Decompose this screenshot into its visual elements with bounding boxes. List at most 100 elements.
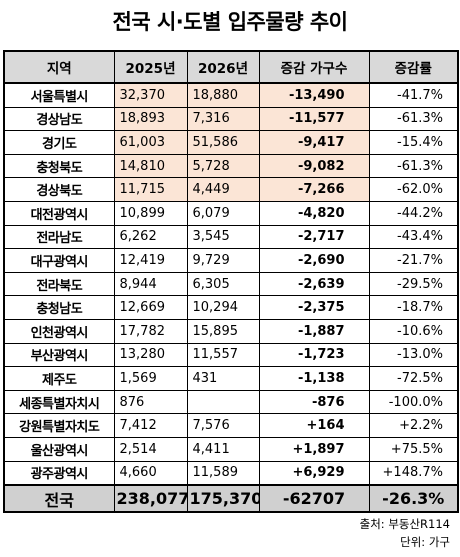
- table-cell: 876: [113, 389, 188, 415]
- header-row: 지역 2025년 2026년 증감 가구수 증감률: [3, 50, 459, 84]
- header-cell: 지역: [3, 50, 115, 84]
- table-row: 서울특별시 32,370 18,880 -13,490 -41.7%: [3, 82, 459, 108]
- table-cell: +75.5%: [368, 436, 459, 462]
- table-cell: -61.3%: [368, 153, 459, 179]
- table-cell: 12,419: [113, 248, 188, 273]
- table-cell: -7,266: [258, 177, 370, 202]
- table-cell: 18,893: [113, 106, 188, 132]
- table-cell: -62.0%: [368, 177, 459, 202]
- table-row: 울산광역시 2,514 4,411 +1,897 +75.5%: [3, 436, 459, 462]
- table-cell: 경상북도: [3, 177, 115, 202]
- table-cell: -18.7%: [368, 295, 459, 320]
- table-row: 경상남도 18,893 7,316 -11,577 -61.3%: [3, 106, 459, 132]
- total-cell: -62707: [258, 484, 370, 513]
- table-cell: -876: [258, 389, 370, 415]
- table-cell: 전라남도: [3, 224, 115, 250]
- table-cell: 32,370: [113, 82, 188, 108]
- table-cell: 6,262: [113, 224, 188, 250]
- table-cell: 부산광역시: [3, 342, 115, 368]
- table-cell: 충청남도: [3, 295, 115, 320]
- table-cell: 6,079: [186, 200, 260, 226]
- table-cell: +2.2%: [368, 413, 459, 438]
- table-footer: 전국 238,077 175,370 -62707 -26.3%: [3, 484, 459, 513]
- table-cell: 14,810: [113, 153, 188, 179]
- table-row: 인천광역시 17,782 15,895 -1,887 -10.6%: [3, 318, 459, 344]
- table-cell: 1,569: [113, 366, 188, 391]
- table-cell: 5,728: [186, 153, 260, 179]
- table-cell: 경상남도: [3, 106, 115, 132]
- table-cell: 10,294: [186, 295, 260, 320]
- table: 지역 2025년 2026년 증감 가구수 증감률 서울특별시 32,370 18,880-…: [3, 50, 459, 514]
- table-cell: 11,715: [113, 177, 188, 202]
- table-cell: +164: [258, 413, 370, 438]
- table-cell: -2,690: [258, 248, 370, 273]
- header-cell: 증감 가구수: [258, 50, 370, 84]
- table-cell: 대구광역시: [3, 248, 115, 273]
- table-cell: 9,729: [186, 248, 260, 273]
- table-cell: 8,944: [113, 271, 188, 297]
- table-cell: 서울특별시: [3, 82, 115, 108]
- table-row: 전라북도 8,944 6,305 -2,639 -29.5%: [3, 271, 459, 297]
- table-cell: 61,003: [113, 130, 188, 155]
- table-cell: -4,820: [258, 200, 370, 226]
- table-row: 대전광역시 10,899 6,079 -4,820 -44.2%: [3, 200, 459, 226]
- table-cell: 인천광역시: [3, 318, 115, 344]
- table-cell: -13,490: [258, 82, 370, 108]
- table-cell: 17,782: [113, 318, 188, 344]
- table-cell: 18,880: [186, 82, 260, 108]
- total-cell: 175,370: [186, 484, 260, 513]
- table-row: 부산광역시 13,280 11,557 -1,723 -13.0%: [3, 342, 459, 368]
- table-cell: -43.4%: [368, 224, 459, 250]
- table-cell: +148.7%: [368, 460, 459, 486]
- total-cell: 238,077: [113, 484, 188, 513]
- unit-note: 단위: 가구: [400, 535, 450, 549]
- table-cell: 세종특별자치시: [3, 389, 115, 415]
- table-row: 경기도 61,003 51,586 -9,417 -15.4%: [3, 130, 459, 155]
- table-cell: -29.5%: [368, 271, 459, 297]
- table-cell: 울산광역시: [3, 436, 115, 462]
- table-cell: 광주광역시: [3, 460, 115, 486]
- table-cell: 경기도: [3, 130, 115, 155]
- table-cell: +6,929: [258, 460, 370, 486]
- table-cell: -1,723: [258, 342, 370, 368]
- total-cell: 전국: [3, 484, 115, 513]
- total-row: 전국 238,077 175,370 -62707 -26.3%: [3, 484, 459, 513]
- table-cell: -10.6%: [368, 318, 459, 344]
- table-row: 광주광역시 4,660 11,589 +6,929 +148.7%: [3, 460, 459, 486]
- table-cell: 431: [186, 366, 260, 391]
- table-cell: -13.0%: [368, 342, 459, 368]
- header-cell: 2025년: [113, 50, 188, 84]
- table-cell: -61.3%: [368, 106, 459, 132]
- table-cell: -2,717: [258, 224, 370, 250]
- table-row: 전라남도 6,262 3,545 -2,717 -43.4%: [3, 224, 459, 250]
- table-cell: -15.4%: [368, 130, 459, 155]
- table-row: 제주도 1,569 431 -1,138 -72.5%: [3, 366, 459, 391]
- total-cell: -26.3%: [368, 484, 459, 513]
- table-cell: 4,449: [186, 177, 260, 202]
- table-cell: 강원특별자치도: [3, 413, 115, 438]
- table-cell: 제주도: [3, 366, 115, 391]
- table-cell: 51,586: [186, 130, 260, 155]
- table-cell: +1,897: [258, 436, 370, 462]
- table-cell: 12,669: [113, 295, 188, 320]
- table-cell: 7,412: [113, 413, 188, 438]
- table-cell: -1,138: [258, 366, 370, 391]
- table-cell: [186, 389, 260, 415]
- table-row: 대구광역시 12,419 9,729 -2,690 -21.7%: [3, 248, 459, 273]
- table-cell: -21.7%: [368, 248, 459, 273]
- table-cell: -2,375: [258, 295, 370, 320]
- table-cell: -2,639: [258, 271, 370, 297]
- table-cell: 충청북도: [3, 153, 115, 179]
- header-cell: 증감률: [368, 50, 459, 84]
- table-cell: 대전광역시: [3, 200, 115, 226]
- table-cell: 13,280: [113, 342, 188, 368]
- table-header: 지역 2025년 2026년 증감 가구수 증감률: [3, 50, 459, 84]
- table-cell: -100.0%: [368, 389, 459, 415]
- table-cell: 15,895: [186, 318, 260, 344]
- table-cell: -1,887: [258, 318, 370, 344]
- table-row: 충청남도 12,669 10,294 -2,375 -18.7%: [3, 295, 459, 320]
- table-cell: 3,545: [186, 224, 260, 250]
- table-cell: 11,557: [186, 342, 260, 368]
- table-row: 강원특별자치도 7,412 7,576 +164 +2.2%: [3, 413, 459, 438]
